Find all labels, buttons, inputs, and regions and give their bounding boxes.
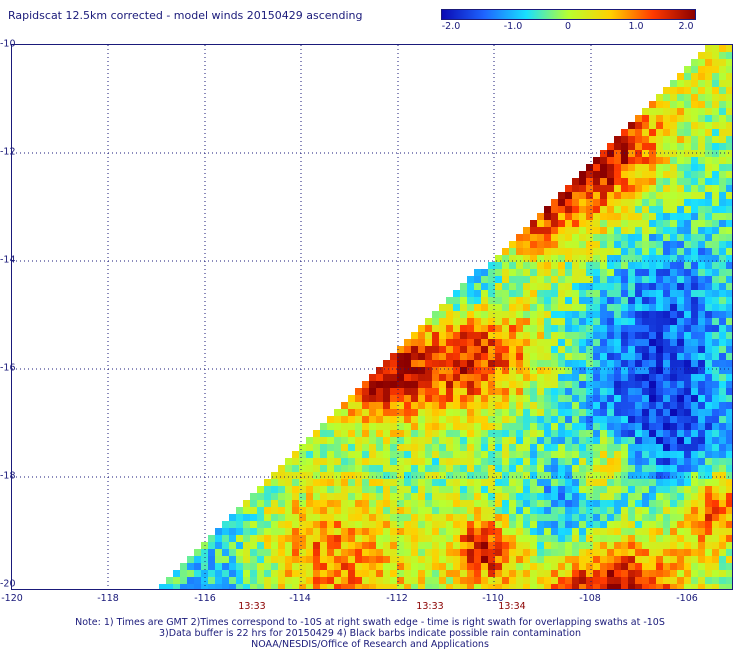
swath-time-label: 13:33 xyxy=(416,601,444,612)
colorbar-tick-label: 0 xyxy=(564,21,572,32)
lon-label: -118 xyxy=(97,593,119,604)
lat-label: -20 xyxy=(0,578,16,590)
lon-label: -106 xyxy=(676,593,698,604)
lon-label: -114 xyxy=(289,593,311,604)
lon-label: -112 xyxy=(386,593,408,604)
colorbar xyxy=(441,9,696,20)
lon-label: -110 xyxy=(482,593,504,604)
colorbar-tick-label: -1.0 xyxy=(503,21,523,32)
lon-label: -108 xyxy=(579,593,601,604)
lat-label: -18 xyxy=(0,470,16,482)
note-line-1: Note: 1) Times are GMT 2)Times correspon… xyxy=(75,617,665,628)
lon-label: -120 xyxy=(1,593,23,604)
lat-label: -10 xyxy=(0,38,16,50)
wind-difference-map xyxy=(11,44,733,590)
lat-label: -12 xyxy=(0,146,16,158)
graticule xyxy=(12,45,732,589)
wind-difference-cells xyxy=(159,45,732,589)
note-line-2: 3)Data buffer is 22 hrs for 20150429 4) … xyxy=(159,628,581,639)
swath-time-label: 13:33 xyxy=(238,601,266,612)
colorbar-tick-label: 1.0 xyxy=(628,21,644,32)
swath-plot xyxy=(12,45,732,589)
colorbar-tick-label: -2.0 xyxy=(441,21,461,32)
colorbar-tick-label: 2.0 xyxy=(678,21,694,32)
note-line-3: NOAA/NESDIS/Office of Research and Appli… xyxy=(251,639,489,650)
swath-time-label: 13:34 xyxy=(498,601,526,612)
map-title: Rapidscat 12.5km corrected - model winds… xyxy=(8,9,363,22)
lon-label: -116 xyxy=(194,593,216,604)
lat-label: -16 xyxy=(0,362,16,374)
lat-label: -14 xyxy=(0,254,16,266)
